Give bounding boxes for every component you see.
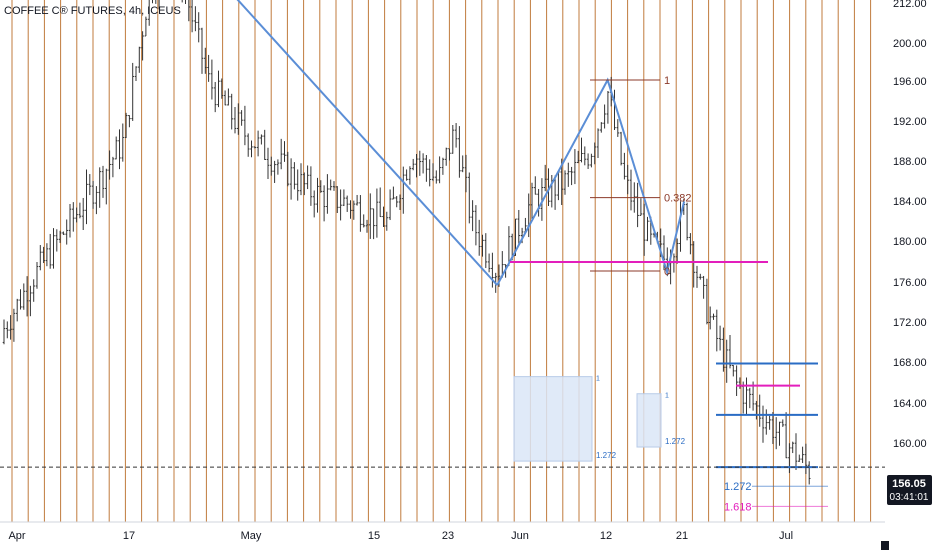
projection-box xyxy=(636,393,662,448)
abcd-pattern-line xyxy=(496,77,686,286)
projection-box-bottom-label: 1.272 xyxy=(665,437,686,446)
y-tick-label: 188.00 xyxy=(893,156,927,168)
x-tick-label: 15 xyxy=(368,530,380,542)
y-axis-panel xyxy=(885,0,932,550)
y-tick-label: 212.00 xyxy=(893,0,927,10)
scroll-corner-marker xyxy=(881,541,889,550)
x-tick-label: Jul xyxy=(779,530,793,542)
x-tick-label: 21 xyxy=(676,530,688,542)
fib-level-label: 0 xyxy=(664,266,670,278)
x-tick-label: 23 xyxy=(442,530,454,542)
price-tag-value: 156.05 xyxy=(892,478,926,490)
projection-box xyxy=(513,376,593,462)
x-tick-label: Apr xyxy=(8,530,25,542)
extension-level-label: 1.618 xyxy=(724,501,752,513)
x-tick-label: May xyxy=(241,530,262,542)
y-tick-label: 200.00 xyxy=(893,38,927,50)
x-tick-label: Jun xyxy=(511,530,529,542)
price-tag-countdown: 03:41:01 xyxy=(890,492,929,503)
projection-box-bottom-label: 1.272 xyxy=(596,451,617,460)
y-tick-label: 176.00 xyxy=(893,277,927,289)
fib-level-label: 1 xyxy=(664,75,670,87)
symbol-header: COFFEE C® FUTURES, 4h, ICEUS xyxy=(4,5,181,17)
y-tick-label: 192.00 xyxy=(893,116,927,128)
x-tick-label: 12 xyxy=(600,530,612,542)
y-tick-label: 184.00 xyxy=(893,196,927,208)
projection-box-top-label: 1 xyxy=(596,376,600,383)
y-tick-label: 164.00 xyxy=(893,398,927,410)
y-tick-label: 180.00 xyxy=(893,236,927,248)
x-axis-panel xyxy=(0,523,885,550)
extension-level-label: 1.272 xyxy=(724,481,752,493)
y-tick-label: 172.00 xyxy=(893,317,927,329)
downtrend-line xyxy=(236,0,498,286)
y-tick-label: 196.00 xyxy=(893,76,927,88)
y-tick-label: 168.00 xyxy=(893,357,927,369)
projection-box-top-label: 1 xyxy=(665,393,669,400)
y-tick-label: 160.00 xyxy=(893,438,927,450)
price-tag xyxy=(887,475,932,505)
fib-level-label: 0.382 xyxy=(664,193,692,205)
x-tick-label: 17 xyxy=(123,530,135,542)
